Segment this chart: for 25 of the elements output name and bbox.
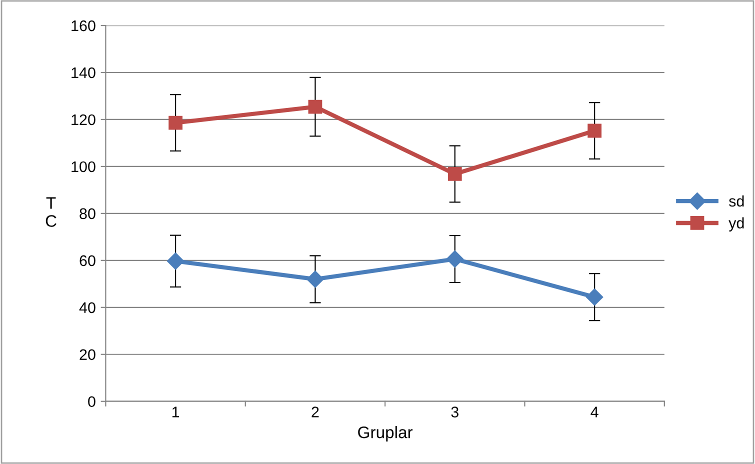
- y-tick-label: 0: [88, 396, 96, 408]
- point: [448, 167, 462, 181]
- point: [308, 100, 322, 114]
- x-tick-label: 3: [451, 406, 458, 418]
- x-tick-label: 2: [312, 406, 319, 418]
- y-tick-label: 80: [80, 208, 96, 220]
- point: [168, 116, 182, 130]
- point: [588, 124, 602, 138]
- y-tick-label: 40: [79, 302, 96, 314]
- x-tick-label: 4: [590, 406, 598, 418]
- x-axis-title: Gruplar: [358, 426, 413, 442]
- y-tick-label: 120: [72, 114, 96, 126]
- point: [306, 270, 324, 288]
- legend-label: yd: [728, 217, 744, 232]
- y-tick-label: 100: [72, 161, 96, 172]
- x-tick-label: 1: [172, 406, 180, 418]
- point: [446, 250, 464, 268]
- point: [586, 288, 604, 306]
- point: [166, 252, 184, 270]
- y-tick-label: 20: [80, 349, 96, 360]
- y-axis-title: T C: [46, 197, 56, 227]
- y-tick-label: 60: [80, 255, 96, 266]
- y-tick-label: 160: [72, 20, 96, 32]
- y-tick-label: 140: [72, 67, 96, 78]
- legend-label: sd: [728, 195, 744, 207]
